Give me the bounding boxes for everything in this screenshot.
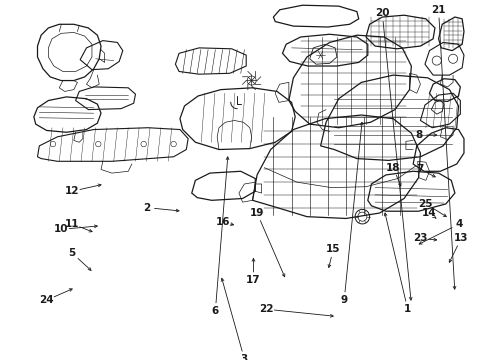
Text: 19: 19 [249,208,264,218]
Text: 11: 11 [64,219,79,229]
Text: 24: 24 [39,295,54,305]
Text: 5: 5 [68,248,76,258]
Text: 13: 13 [453,233,468,243]
Text: 18: 18 [385,163,400,173]
Text: 9: 9 [340,295,347,305]
Text: 2: 2 [142,203,150,212]
Text: 3: 3 [240,354,247,360]
Text: 6: 6 [211,306,219,316]
Text: 10: 10 [54,224,68,234]
Text: 7: 7 [416,165,423,175]
Text: 4: 4 [455,219,462,229]
Text: 1: 1 [403,304,410,314]
Text: 15: 15 [325,244,340,254]
Text: 21: 21 [430,5,445,15]
Text: 16: 16 [215,217,229,227]
Text: 20: 20 [374,8,389,18]
Text: 8: 8 [414,130,421,140]
Text: 25: 25 [418,199,432,209]
Text: 22: 22 [258,304,273,314]
Text: 12: 12 [64,186,79,196]
Text: 14: 14 [421,208,436,218]
Text: 23: 23 [412,233,427,243]
Text: 17: 17 [245,275,260,285]
